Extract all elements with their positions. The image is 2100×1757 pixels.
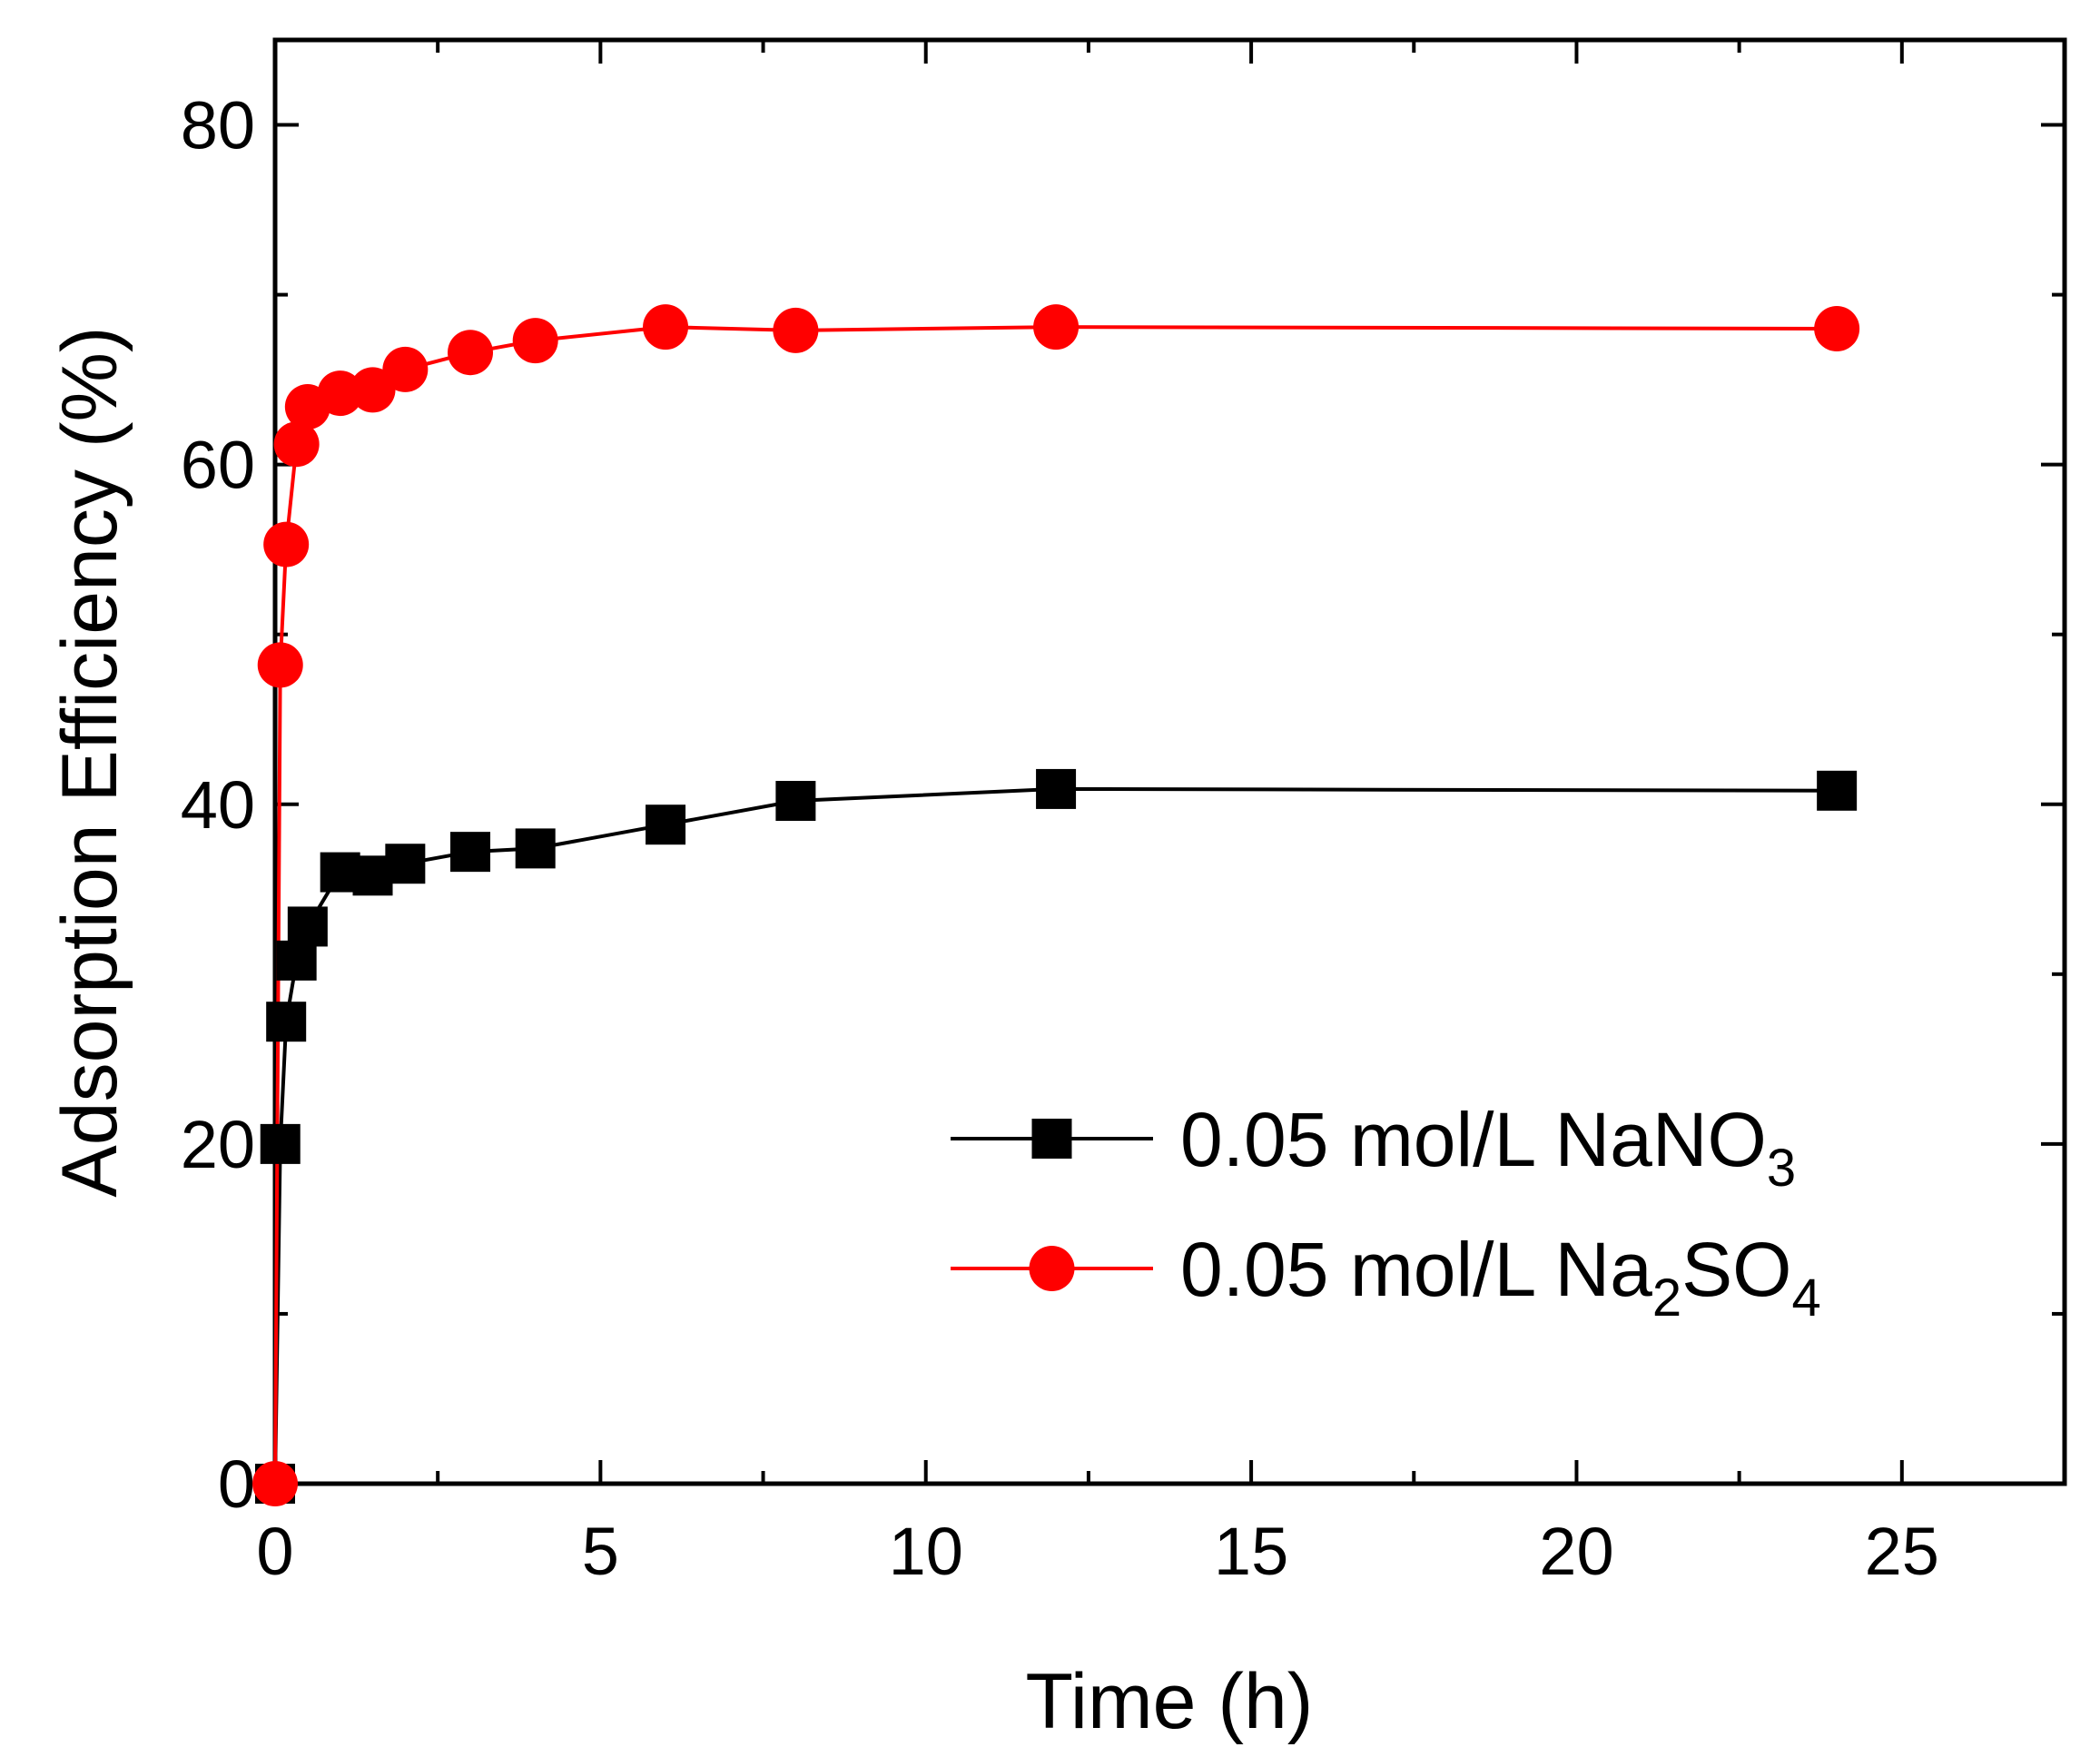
data-point-nano3: [1036, 768, 1077, 809]
x-tick-label: 0: [256, 1514, 293, 1589]
axis-ticks: [273, 40, 2066, 1486]
x-tick-label: 15: [1214, 1514, 1288, 1589]
data-point-na2so4: [350, 367, 396, 413]
y-tick-label: 60: [181, 428, 255, 503]
legend-subscript: 3: [1767, 1139, 1796, 1198]
data-point-na2so4: [643, 304, 689, 350]
data-point-nano3: [260, 1123, 301, 1164]
data-point-na2so4: [1814, 306, 1860, 351]
x-tick-label: 5: [582, 1514, 619, 1589]
data-point-na2so4: [252, 1461, 298, 1506]
data-point-nano3: [775, 781, 816, 822]
data-point-na2so4: [257, 642, 303, 688]
legend-text-main: 0.05 mol/L NaNO: [1180, 1097, 1767, 1182]
data-point-na2so4: [448, 330, 494, 376]
y-tick-label: 40: [181, 767, 255, 843]
legend-marker-circle: [1029, 1246, 1075, 1291]
plot-frame: [272, 37, 2067, 1486]
legend: 0.05 mol/L NaNO3 0.05 mol/L Na2SO4: [951, 1097, 1821, 1328]
legend-text-tail: SO: [1681, 1227, 1791, 1312]
data-point-nano3: [385, 844, 426, 884]
data-point-nano3: [266, 1002, 307, 1042]
x-tick-label: 20: [1539, 1514, 1613, 1589]
data-point-nano3: [515, 828, 556, 869]
y-tick-label: 0: [218, 1446, 255, 1522]
legend-subscript: 2: [1652, 1268, 1681, 1328]
data-point-nano3: [1817, 770, 1858, 811]
tick-labels: 0 5 10 15 20 25 0 20 40 60 80: [181, 88, 1939, 1589]
data-point-nano3: [646, 804, 686, 845]
y-tick-label: 20: [181, 1107, 255, 1182]
legend-marker-square: [1031, 1119, 1072, 1159]
x-tick-label: 25: [1865, 1514, 1939, 1589]
data-point-nano3: [287, 906, 328, 947]
data-point-nano3: [450, 832, 491, 873]
data-point-na2so4: [273, 421, 320, 468]
data-point-na2so4: [382, 346, 429, 392]
data-point-na2so4: [263, 521, 310, 568]
x-axis-title: Time (h): [1026, 1658, 1314, 1745]
x-tick-label: 10: [889, 1514, 963, 1589]
series-markers: [252, 304, 1860, 1506]
data-point-na2so4: [1033, 304, 1080, 350]
y-axis-title: Adsorption Efficiency (%): [46, 326, 133, 1197]
data-point-na2so4: [512, 318, 558, 364]
legend-text-main: 0.05 mol/L Na: [1180, 1227, 1652, 1312]
legend-subscript-2: 4: [1791, 1268, 1820, 1328]
data-point-nano3: [276, 940, 317, 981]
y-tick-label: 80: [181, 88, 255, 163]
data-point-na2so4: [773, 307, 819, 353]
legend-label-1: 0.05 mol/L NaNO3: [1180, 1097, 1796, 1198]
legend-label-2: 0.05 mol/L Na2SO4: [1180, 1227, 1821, 1328]
